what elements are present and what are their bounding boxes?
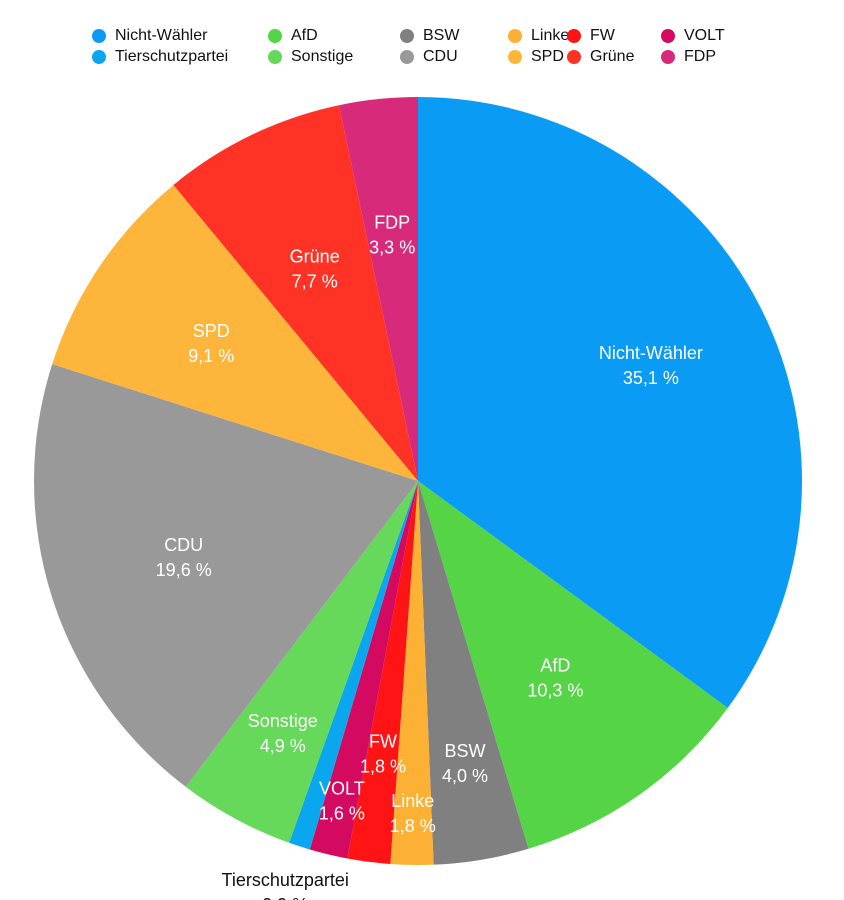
legend-label: Linke — [531, 27, 570, 44]
slice-label-value: 3,3 % — [369, 238, 415, 258]
slice-label-value: 19,6 % — [156, 560, 212, 580]
slice-label-value: 7,7 % — [292, 272, 338, 292]
slice-label-name: Tierschutzpartei — [222, 870, 349, 890]
legend-swatch — [508, 29, 522, 43]
legend-label: SPD — [531, 48, 564, 65]
legend-swatch — [268, 50, 282, 64]
slice-label-value: 1,8 % — [360, 756, 406, 776]
legend-item-volt: VOLT — [661, 26, 725, 46]
legend-label: BSW — [423, 27, 460, 44]
slice-label-name: Nicht-Wähler — [599, 343, 703, 363]
legend-swatch — [661, 50, 675, 64]
legend-swatch — [567, 29, 581, 43]
legend-item-spd: SPD — [508, 47, 564, 67]
slice-label-name: VOLT — [319, 778, 365, 798]
legend-swatch — [268, 29, 282, 43]
legend-item-bsw: BSW — [400, 26, 459, 46]
slice-label-value: 4,9 % — [260, 736, 306, 756]
slice-label-name: Sonstige — [248, 711, 318, 731]
legend-swatch — [400, 50, 414, 64]
legend-label: Grüne — [590, 48, 635, 65]
slice-label-name: FDP — [374, 213, 410, 233]
legend-swatch — [92, 50, 106, 64]
slice-label-value: 9,1 % — [188, 346, 234, 366]
slice-label-value: 1,8 % — [390, 816, 436, 836]
legend-swatch — [661, 29, 675, 43]
slice-label-name: Linke — [391, 791, 434, 811]
slice-label-name: CDU — [164, 535, 203, 555]
slice-label-value: 1,6 % — [319, 803, 365, 823]
slice-label-value: 0,9 % — [262, 895, 308, 900]
legend-item-tierschutzpartei: Tierschutzpartei — [92, 47, 228, 67]
pie-slice-fw — [347, 481, 418, 864]
slice-label-name: SPD — [193, 321, 230, 341]
legend-item-fw: FW — [567, 26, 615, 46]
pie-slice-cdu — [33, 364, 419, 787]
legend-swatch — [92, 29, 106, 43]
legend-item-cdu: CDU — [400, 47, 458, 67]
legend-label: CDU — [423, 48, 458, 65]
pie-slice-linke — [390, 481, 434, 865]
pie-slice-bsw — [418, 481, 529, 865]
legend-item-gruene: Grüne — [567, 47, 634, 67]
pie-slice-sonstige — [185, 481, 418, 843]
slice-label-value: 10,3 % — [527, 680, 583, 700]
legend-label: Sonstige — [291, 48, 354, 65]
slice-labels: Nicht-Wähler 35,1 % AfD 10,3 % BSW 4,0 % Linke… — [156, 213, 703, 900]
legend-label: FW — [590, 27, 615, 44]
legend-item-afd: AfD — [268, 26, 318, 46]
pie-slice-volt — [309, 481, 418, 859]
legend-label: Nicht-Wähler — [115, 27, 208, 44]
pie-slice-afd — [418, 481, 728, 849]
slice-label-value: 35,1 % — [623, 368, 679, 388]
slice-label-value: 4,0 % — [442, 766, 488, 786]
pie-slice-nicht-waehler — [418, 97, 803, 708]
legend-label: AfD — [291, 27, 318, 44]
pie-slice-tierschutzpartei — [289, 481, 418, 850]
pie-slice-fdp — [339, 97, 418, 481]
legend-item-linke: Linke — [508, 26, 569, 46]
legend-label: Tierschutzpartei — [115, 48, 229, 65]
pie-slice-spd — [52, 184, 418, 481]
legend-item-sonstige: Sonstige — [268, 47, 353, 67]
legend-label: VOLT — [684, 27, 725, 44]
legend-item-nicht-waehler: Nicht-Wähler — [92, 26, 207, 46]
chart-legend: Nicht-Wähler Tierschutzpartei AfD Sonstige B… — [92, 26, 772, 70]
legend-item-fdp: FDP — [661, 47, 716, 67]
slice-label-name: BSW — [444, 741, 485, 761]
slice-label-name: FW — [369, 731, 397, 751]
slice-label-name: AfD — [540, 655, 570, 675]
pie-slice-gruene — [173, 105, 418, 482]
slice-label-name: Grüne — [290, 247, 340, 267]
pie-slices — [33, 97, 803, 865]
legend-swatch — [400, 29, 414, 43]
legend-swatch — [508, 50, 522, 64]
legend-label: FDP — [684, 48, 716, 65]
legend-swatch — [567, 50, 581, 64]
